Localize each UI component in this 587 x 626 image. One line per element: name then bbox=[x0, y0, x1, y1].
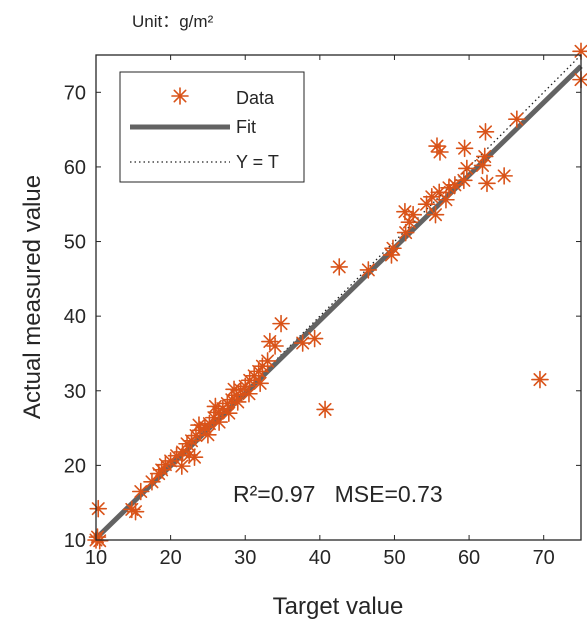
data-point bbox=[220, 404, 238, 422]
data-point bbox=[272, 314, 290, 333]
y-tick-label: 70 bbox=[64, 82, 86, 104]
data-point bbox=[126, 502, 145, 521]
data-point bbox=[495, 167, 513, 185]
data-point bbox=[384, 239, 402, 258]
metrics-annotation: R²=0.97 MSE=0.73 bbox=[233, 481, 443, 507]
data-point bbox=[206, 397, 225, 416]
x-tick-label: 60 bbox=[458, 547, 480, 569]
data-point bbox=[240, 384, 258, 403]
x-tick-label: 40 bbox=[309, 547, 331, 569]
data-point bbox=[428, 137, 446, 155]
data-point bbox=[258, 352, 277, 370]
data-point bbox=[293, 334, 312, 352]
x-tick-label: 70 bbox=[533, 547, 555, 569]
data-point bbox=[426, 205, 445, 224]
data-point bbox=[131, 482, 150, 501]
data-point bbox=[455, 139, 474, 158]
data-point bbox=[431, 143, 449, 161]
unit-label: Unit：g/m² bbox=[132, 12, 214, 31]
data-point bbox=[89, 499, 108, 518]
legend: Data Fit Y = T bbox=[119, 71, 305, 183]
data-point bbox=[316, 400, 334, 419]
x-axis-label: Target value bbox=[273, 593, 404, 620]
data-point bbox=[305, 329, 324, 348]
y-tick-label: 10 bbox=[64, 530, 86, 552]
data-point bbox=[190, 416, 208, 434]
y-axis-label: Actual measured value bbox=[19, 175, 46, 419]
data-point bbox=[455, 171, 473, 190]
data-point bbox=[437, 190, 455, 209]
data-points-layer bbox=[87, 42, 587, 550]
y-tick-label: 60 bbox=[64, 157, 86, 179]
x-tick-label: 20 bbox=[159, 547, 181, 569]
identity-line bbox=[95, 54, 582, 541]
data-point bbox=[266, 337, 284, 355]
data-point bbox=[225, 380, 243, 399]
x-axis-ticks: 10 20 30 40 50 60 70 bbox=[85, 55, 555, 569]
data-point bbox=[396, 202, 414, 221]
y-tick-label: 40 bbox=[64, 306, 86, 328]
data-point bbox=[359, 261, 378, 279]
data-point bbox=[531, 370, 549, 389]
data-point bbox=[417, 195, 436, 214]
legend-label-identity: Y = T bbox=[236, 152, 279, 172]
y-tick-label: 50 bbox=[64, 232, 86, 254]
legend-label-fit: Fit bbox=[236, 117, 256, 137]
legend-data-marker-star bbox=[171, 87, 189, 105]
legend-label-data: Data bbox=[236, 88, 275, 108]
x-tick-label: 10 bbox=[85, 547, 107, 569]
data-point bbox=[173, 457, 191, 475]
y-tick-label: 20 bbox=[64, 455, 86, 477]
identity-line-layer bbox=[95, 54, 582, 541]
data-point bbox=[143, 472, 161, 491]
x-tick-label: 50 bbox=[383, 547, 405, 569]
data-point bbox=[185, 448, 204, 466]
data-point bbox=[228, 393, 247, 411]
data-point bbox=[330, 258, 349, 276]
data-point bbox=[508, 110, 526, 128]
data-point bbox=[478, 174, 496, 193]
y-axis-ticks: 10 20 30 40 50 60 70 bbox=[64, 82, 581, 552]
legend-data-marker bbox=[171, 87, 189, 105]
data-point bbox=[251, 374, 269, 393]
data-point bbox=[475, 147, 494, 166]
data-point bbox=[458, 159, 476, 178]
data-point bbox=[476, 123, 495, 141]
x-tick-label: 30 bbox=[234, 547, 256, 569]
plot-frame bbox=[95, 54, 582, 541]
y-tick-label: 30 bbox=[64, 381, 86, 403]
